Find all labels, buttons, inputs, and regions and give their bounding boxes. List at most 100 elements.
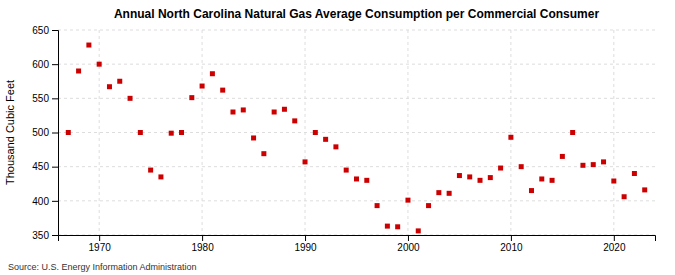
point [272,110,277,115]
x-tick: 1970 [89,235,112,253]
point [591,162,596,167]
x-tick: 1980 [191,235,214,253]
point [179,130,184,135]
point [107,84,112,89]
point [364,178,369,183]
y-tick-mark [52,133,58,134]
point [395,224,400,229]
x-axis-line [59,236,656,242]
y-tick-mark [52,201,58,202]
point [529,188,534,193]
point [611,179,616,184]
y-tick: 500 [32,127,58,138]
x-tick-mark [99,235,100,241]
point [333,144,338,149]
y-tick-label: 550 [32,93,49,104]
x-tick-mark [305,235,306,241]
grid-line-y [58,64,655,65]
point [508,135,513,140]
point [632,171,637,176]
point [478,178,483,183]
point [436,190,441,195]
y-tick: 550 [32,93,58,104]
point [375,203,380,208]
point [622,194,627,199]
x-axis: 1970 1980 1990 2000 2010 2020 [59,235,656,253]
point [416,228,421,233]
point [117,79,122,84]
point [498,166,503,171]
y-tick-mark [52,167,58,168]
y-tick-label: 500 [32,127,49,138]
x-tick: 2020 [603,235,626,253]
y-tick: 400 [32,196,58,207]
x-tick-mark [202,235,203,241]
x-tick-label: 1980 [191,242,214,253]
point [570,130,575,135]
y-tick-label: 350 [32,230,49,241]
point [76,69,81,74]
y-tick-label: 600 [32,59,49,70]
x-tick-label: 1970 [89,242,112,253]
x-tick-mark [614,235,615,241]
points [66,43,647,234]
grid-line-y [58,30,655,31]
point [447,191,452,196]
x-tick: 1990 [294,235,317,253]
point [138,130,143,135]
point [241,107,246,112]
point [128,96,133,101]
point [303,159,308,164]
x-tick-label: 2000 [397,242,420,253]
y-tick-mark [52,98,58,99]
x-tick-mark [511,235,512,241]
x-tick-label: 2010 [500,242,523,253]
point [148,168,153,173]
y-tick-label: 450 [32,161,49,172]
y-axis-title: Thousand Cubic Feet [4,80,16,185]
point [405,198,410,203]
y-tick-label: 400 [32,196,49,207]
y-tick-label: 650 [32,25,49,36]
grid-line-y [58,98,655,99]
grid-line-x [99,30,100,235]
y-tick-mark [52,235,58,236]
point [220,88,225,93]
point [539,176,544,181]
point [580,163,585,168]
point [550,178,555,183]
point [261,151,266,156]
annotation: Source: U.S. Energy Information Administ… [8,262,197,272]
point [457,173,462,178]
y-tick-mark [52,64,58,65]
point [292,118,297,123]
point [426,203,431,208]
x-tick-mark [408,235,409,241]
point [313,130,318,135]
y-tick: 350 [32,230,58,241]
grid-line-y [58,132,655,133]
point [97,62,102,67]
y-tick-mark [52,30,58,31]
point [230,110,235,115]
point [158,174,163,179]
point [282,107,287,112]
point [344,168,349,173]
x-tick-label: 1990 [294,242,317,253]
y-axis: 350 400 450 500 550 600 650 [32,25,58,241]
y-tick: 450 [32,161,58,172]
chart: 1970 1980 1990 2000 2010 2020 350 400 450 500 550 6… [0,0,675,275]
point [560,154,565,159]
point [169,131,174,136]
point [210,71,215,76]
grid-line-x [613,30,614,235]
title: Annual North Carolina Natural Gas Averag… [114,7,600,21]
y-tick: 650 [32,25,58,36]
y-axis-line [52,31,59,236]
point [467,174,472,179]
point [601,159,606,164]
point [642,187,647,192]
x-tick: 2000 [397,235,420,253]
point [323,137,328,142]
point [86,43,91,48]
